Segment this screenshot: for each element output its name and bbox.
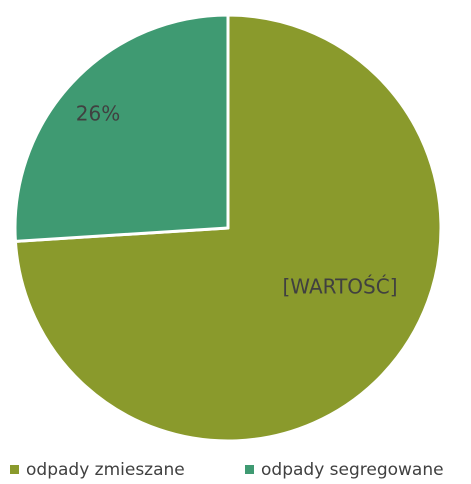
legend-swatch: [10, 465, 19, 474]
legend-swatch: [245, 465, 254, 474]
data-label: 26%: [76, 102, 120, 126]
legend-label: odpady segregowane: [261, 460, 444, 480]
legend-label: odpady zmieszane: [26, 460, 185, 480]
data-label: [WARTOŚĆ]: [282, 275, 397, 299]
pie-slice: [13, 13, 230, 243]
